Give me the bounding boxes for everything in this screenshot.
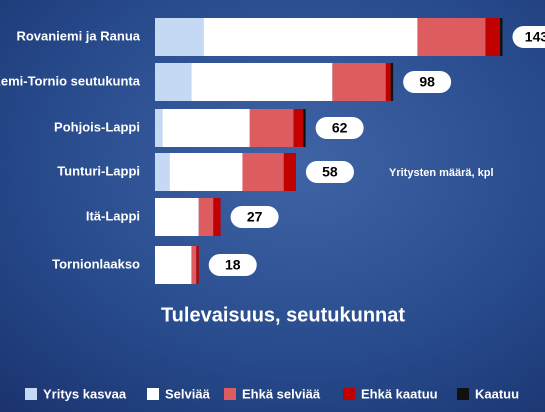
legend-label: Yritys kasvaa — [43, 386, 127, 401]
y-tick-label: Tunturi-Lappi — [57, 163, 140, 178]
bar-segment — [169, 153, 243, 191]
legend-swatch — [147, 388, 159, 400]
y-tick-label: Itä-Lappi — [86, 208, 140, 223]
total-label: 143 — [525, 29, 545, 45]
legend-label: Kaatuu — [475, 386, 519, 401]
bar-segment — [293, 109, 304, 147]
bar-segment — [303, 109, 306, 147]
total-label-bg — [208, 254, 257, 276]
bar-segment — [155, 153, 170, 191]
bar-segment — [191, 63, 333, 101]
bar-segment — [155, 109, 163, 147]
legend-label: Ehkä kaatuu — [361, 386, 438, 401]
total-label-bg — [315, 117, 364, 139]
bar-segment — [155, 246, 192, 284]
annotation: Yritysten määrä, kpl — [389, 167, 494, 179]
y-tick-label: Rovaniemi ja Ranua — [16, 28, 140, 43]
bar-segment — [390, 63, 394, 101]
total-label-bg — [512, 26, 545, 48]
bar-segment — [242, 153, 284, 191]
legend-label: Ehkä selviää — [242, 386, 321, 401]
total-label: 18 — [225, 257, 241, 273]
y-tick-label: Kemi-Tornio seutukunta — [0, 73, 141, 88]
bar-segment — [283, 153, 296, 191]
bar-segment — [155, 198, 199, 236]
legend-swatch — [457, 388, 469, 400]
total-label-bg — [305, 161, 354, 183]
legend-swatch — [343, 388, 355, 400]
total-label: 62 — [332, 120, 348, 136]
bar-segment — [198, 198, 214, 236]
total-label: 58 — [322, 164, 338, 180]
bar-segment — [213, 198, 221, 236]
y-tick-label: Tornionlaakso — [52, 256, 140, 271]
legend-swatch — [224, 388, 236, 400]
bar-segment — [155, 18, 204, 56]
bar-segment — [385, 63, 391, 101]
bar-segment — [191, 246, 197, 284]
bar-segment — [500, 18, 503, 56]
legend-label: Selviää — [165, 386, 211, 401]
bar-segment — [203, 18, 418, 56]
total-label-bg — [403, 71, 452, 93]
bar-segment — [196, 246, 199, 284]
bar-segment — [485, 18, 501, 56]
y-tick-label: Pohjois-Lappi — [54, 119, 140, 134]
total-label: 27 — [247, 209, 263, 225]
total-label-bg — [230, 206, 279, 228]
total-label: 98 — [419, 74, 435, 90]
bar-segment — [332, 63, 386, 101]
bar-segment — [249, 109, 294, 147]
bar-segment — [417, 18, 486, 56]
legend-swatch — [25, 388, 37, 400]
bar-segment — [162, 109, 250, 147]
chart-title: Tulevaisuus, seutukunnat — [161, 304, 405, 326]
bar-segment — [155, 63, 192, 101]
